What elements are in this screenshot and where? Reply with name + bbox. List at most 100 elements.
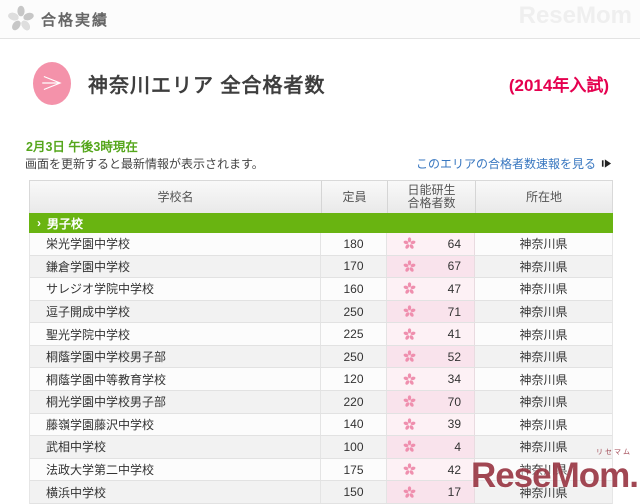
watermark-top: ReseMom [518, 2, 632, 29]
passers-cell: 39 [387, 413, 475, 436]
passers-count: 67 [447, 259, 461, 274]
refresh-note: 画面を更新すると最新情報が表示されます。 [25, 157, 264, 171]
passers-cell: 4 [387, 436, 475, 458]
sakura-icon [403, 327, 416, 341]
passers-cell: 70 [387, 391, 475, 413]
column-header-school: 学校名 [30, 181, 322, 213]
arrow-circle-icon [33, 61, 71, 105]
location-cell: 神奈川県 [519, 327, 568, 342]
passers-count: 64 [447, 236, 461, 251]
page-header: 合格実績 ReseMom [0, 0, 640, 39]
sakura-icon [403, 350, 416, 363]
passers-count: 39 [447, 417, 461, 432]
sakura-icon [403, 395, 416, 408]
results-table: 学校名 定員 日能研生 合格者数 所在地 › 男子校 栄光学園中学校 180 6… [29, 180, 613, 504]
capacity-cell: 225 [321, 323, 387, 345]
title-section: 神奈川エリア 全合格者数 (2014年入試) [33, 60, 609, 106]
table-row: 逗子開成中学校 250 71 神奈川県 [30, 300, 612, 324]
passers-count: 70 [447, 394, 461, 409]
capacity-cell: 140 [321, 413, 387, 436]
as-of-timestamp: 2月3日 午後3時現在 [26, 140, 138, 154]
passers-cell: 67 [387, 255, 475, 278]
play-icon [601, 158, 612, 169]
capacity-cell: 175 [321, 458, 387, 481]
school-name-cell: 法政大学第二中学校 [30, 458, 321, 481]
capacity-cell: 160 [321, 278, 387, 300]
sakura-icon [403, 305, 416, 318]
speed-link-label: このエリアの合格者数速報を見る [415, 157, 596, 171]
location-cell: 神奈川県 [519, 305, 568, 320]
watermark-logo: ReseMom. [470, 456, 639, 495]
location-cell: 神奈川県 [519, 237, 568, 252]
school-name-cell: 桐蔭学園中学校男子部 [30, 345, 321, 368]
passers-count: 41 [447, 327, 461, 342]
location-cell: 神奈川県 [519, 259, 568, 274]
location-cell: 神奈川県 [519, 350, 568, 365]
exam-year-label: (2014年入試) [508, 75, 609, 95]
capacity-cell: 250 [321, 300, 387, 323]
passers-cell: 71 [387, 300, 475, 323]
sakura-icon [403, 237, 416, 250]
passers-cell: 47 [387, 278, 475, 300]
passers-cell: 52 [387, 345, 475, 368]
table-row: 横浜中学校 150 17 神奈川県 [30, 481, 612, 504]
sakura-icon [403, 418, 416, 431]
table-row: 桐蔭学園中等教育学校 120 34 神奈川県 [30, 368, 612, 392]
passers-cell: 17 [387, 481, 475, 503]
passers-cell: 34 [387, 368, 475, 391]
passers-count: 34 [447, 372, 461, 387]
location-cell: 神奈川県 [519, 372, 568, 387]
capacity-cell: 120 [321, 368, 387, 391]
passers-count: 4 [454, 439, 461, 454]
group-bar-boys-schools[interactable]: › 男子校 [29, 213, 613, 233]
passers-cell: 41 [387, 323, 475, 345]
passers-count: 47 [447, 281, 461, 296]
table-body: 栄光学園中学校 180 64 神奈川県 鎌倉学園中学校 170 [29, 233, 613, 504]
column-header-capacity: 定員 [322, 181, 388, 213]
table-row: 藤嶺学園藤沢中学校 140 39 神奈川県 [30, 413, 612, 437]
table-row: 桐蔭学園中学校男子部 250 52 神奈川県 [30, 345, 612, 369]
passers-count: 71 [447, 304, 461, 319]
school-name-cell: 逗子開成中学校 [30, 300, 321, 323]
capacity-cell: 100 [321, 436, 387, 458]
passers-count: 17 [447, 485, 461, 500]
location-cell: 神奈川県 [519, 417, 568, 432]
school-name-cell: 栄光学園中学校 [30, 233, 321, 255]
table-row: 聖光学院中学校 225 41 神奈川県 [30, 323, 612, 346]
capacity-cell: 170 [321, 255, 387, 278]
passers-cell: 42 [387, 458, 475, 481]
school-name-cell: 鎌倉学園中学校 [30, 255, 321, 278]
group-label: 男子校 [47, 216, 84, 231]
area-speed-report-link[interactable]: このエリアの合格者数速報を見る [416, 155, 612, 172]
table-row: 法政大学第二中学校 175 42 神奈川県 [30, 458, 612, 482]
column-header-passers: 日能研生 合格者数 [388, 181, 476, 213]
table-row: 栄光学園中学校 180 64 神奈川県 [30, 233, 612, 256]
passers-count: 52 [447, 349, 461, 364]
sakura-icon [403, 463, 416, 476]
location-cell: 神奈川県 [519, 440, 568, 455]
location-cell: 神奈川県 [519, 282, 568, 297]
table-row: 鎌倉学園中学校 170 67 神奈川県 [30, 255, 612, 279]
school-name-cell: 聖光学院中学校 [30, 323, 321, 345]
sakura-icon [7, 5, 35, 33]
capacity-cell: 180 [321, 233, 387, 255]
school-name-cell: 武相中学校 [30, 436, 321, 458]
school-name-cell: 藤嶺学園藤沢中学校 [30, 413, 321, 436]
sakura-icon [403, 373, 416, 386]
passers-cell: 64 [387, 233, 475, 255]
table-row: 桐光学園中学校男子部 220 70 神奈川県 [30, 391, 612, 414]
capacity-cell: 250 [321, 345, 387, 368]
sakura-icon [403, 260, 416, 273]
table-row: 武相中学校 100 4 神奈川県 [30, 436, 612, 459]
location-cell: 神奈川県 [519, 485, 568, 500]
sakura-icon [403, 440, 416, 453]
sakura-icon [403, 282, 416, 295]
chevron-right-icon: › [37, 216, 41, 230]
watermark-ruby: リセマム [596, 449, 632, 456]
school-name-cell: 横浜中学校 [30, 481, 321, 503]
sakura-icon [403, 485, 416, 499]
passers-count: 42 [447, 462, 461, 477]
table-row: サレジオ学院中学校 160 47 神奈川県 [30, 278, 612, 301]
status-row: 画面を更新すると最新情報が表示されます。 このエリアの合格者数速報を見る [25, 155, 612, 172]
location-cell: 神奈川県 [519, 463, 568, 478]
